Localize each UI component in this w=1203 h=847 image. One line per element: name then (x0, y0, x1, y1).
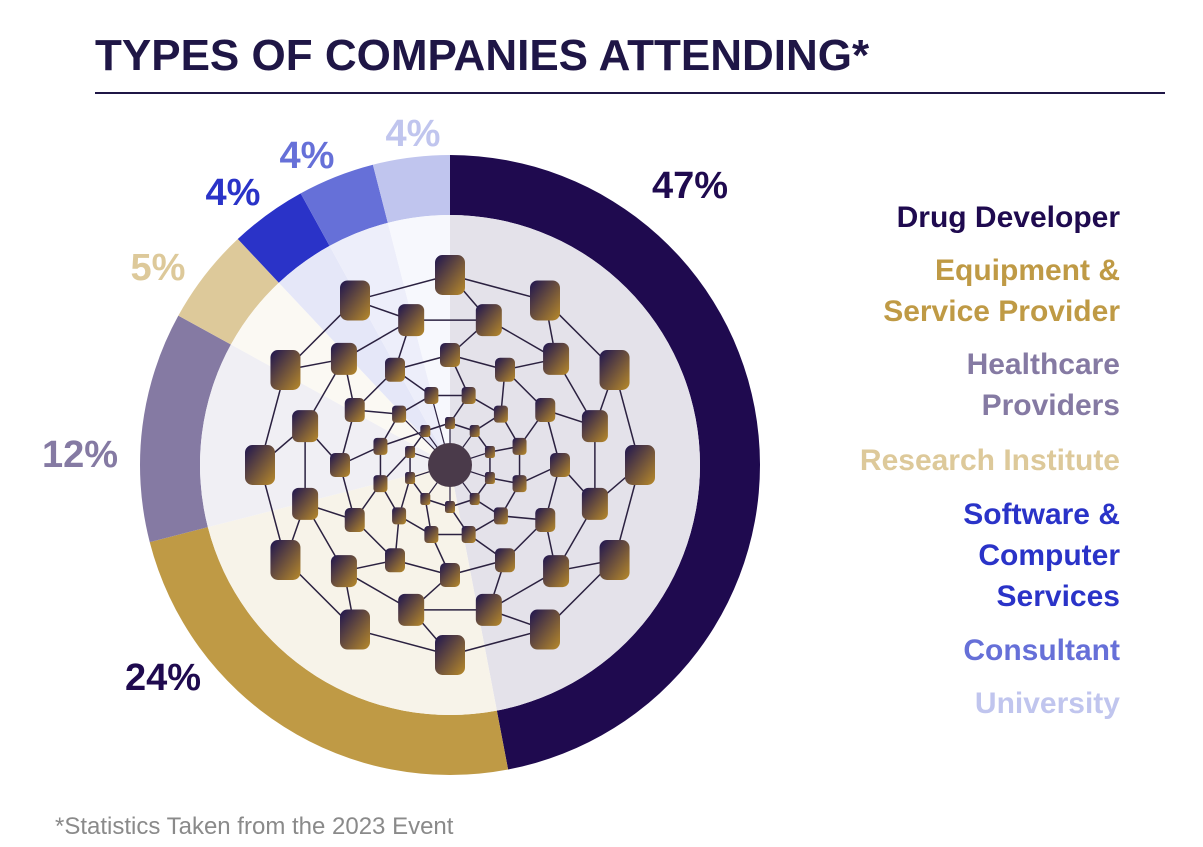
footnote: *Statistics Taken from the 2023 Event (55, 813, 454, 840)
network-node (330, 453, 350, 477)
network-node (461, 526, 476, 544)
network-node (445, 501, 455, 513)
network-node (581, 487, 608, 520)
network-edge (449, 628, 546, 656)
network-node (440, 343, 460, 367)
legend-entry: Consultant (963, 634, 1120, 667)
value-label: 4% (280, 135, 335, 177)
chart-title: TYPES OF COMPANIES ATTENDING* (95, 31, 870, 80)
value-label: 47% (652, 165, 728, 207)
network-node (445, 417, 455, 429)
network-node (435, 255, 465, 295)
network-node (373, 475, 388, 493)
network-node (440, 563, 460, 587)
network-node (270, 350, 301, 390)
network-node (535, 508, 556, 532)
slice (300, 164, 388, 246)
network-node (424, 526, 439, 544)
network-node (530, 280, 560, 321)
network-node (535, 398, 556, 422)
network-node (469, 425, 480, 438)
network-node (495, 548, 515, 573)
network-node (543, 555, 570, 588)
network-edge (449, 274, 546, 302)
slice (178, 239, 279, 345)
slice (140, 315, 231, 543)
network-node (475, 304, 502, 337)
slice (237, 193, 330, 283)
network-edge (354, 274, 451, 302)
network-edge (354, 628, 451, 656)
legend-entry: Equipment & Service Provider (883, 254, 1120, 328)
network-node (330, 555, 357, 588)
network-hub (428, 443, 472, 487)
network-node (245, 445, 275, 485)
network-node (469, 492, 480, 505)
network-node (385, 357, 405, 382)
network-node (340, 280, 370, 321)
slice-inner (450, 215, 701, 711)
network-node (493, 507, 508, 525)
network-node (405, 471, 416, 484)
value-label: 5% (131, 247, 186, 289)
slice-inner (207, 465, 497, 716)
network-node (405, 446, 416, 459)
network-node (420, 492, 431, 505)
network-node (484, 471, 495, 484)
legend-entry: University (974, 687, 1120, 720)
network-node (270, 540, 301, 580)
network-node (599, 540, 630, 580)
legend-entry: Software & Computer Services (963, 498, 1120, 613)
legend-entry: Healthcare Providers (966, 348, 1120, 422)
network-node (385, 548, 405, 573)
network-illustration (245, 255, 655, 675)
network-node (625, 445, 655, 485)
value-label: 4% (206, 172, 261, 214)
value-label: 12% (42, 434, 118, 476)
network-node (512, 475, 527, 493)
network-node (475, 593, 502, 626)
network-node (493, 405, 508, 423)
network-node (292, 410, 319, 443)
network-node (495, 357, 515, 382)
network-node (344, 398, 365, 422)
network-node (512, 437, 527, 455)
slice (450, 155, 760, 770)
network-node (461, 386, 476, 404)
network-node (398, 593, 425, 626)
network-node (599, 350, 630, 390)
slice (372, 155, 450, 223)
network-node (392, 507, 407, 525)
network-node (292, 487, 319, 520)
value-label: 4% (386, 113, 441, 155)
network-node (392, 405, 407, 423)
network-node (530, 609, 560, 650)
network-node (484, 446, 495, 459)
network-node (581, 410, 608, 443)
network-node (344, 508, 365, 532)
legend-entry: Drug Developer (896, 201, 1120, 234)
network-node (435, 635, 465, 675)
network-node (424, 386, 439, 404)
network-node (373, 437, 388, 455)
value-label: 24% (125, 657, 201, 699)
network-node (420, 425, 431, 438)
network-node (550, 453, 570, 477)
network-node (543, 342, 570, 375)
network-node (340, 609, 370, 650)
slice (149, 527, 509, 775)
legend-entry: Research Institute (859, 444, 1120, 477)
network-node (398, 304, 425, 337)
network-node (330, 342, 357, 375)
